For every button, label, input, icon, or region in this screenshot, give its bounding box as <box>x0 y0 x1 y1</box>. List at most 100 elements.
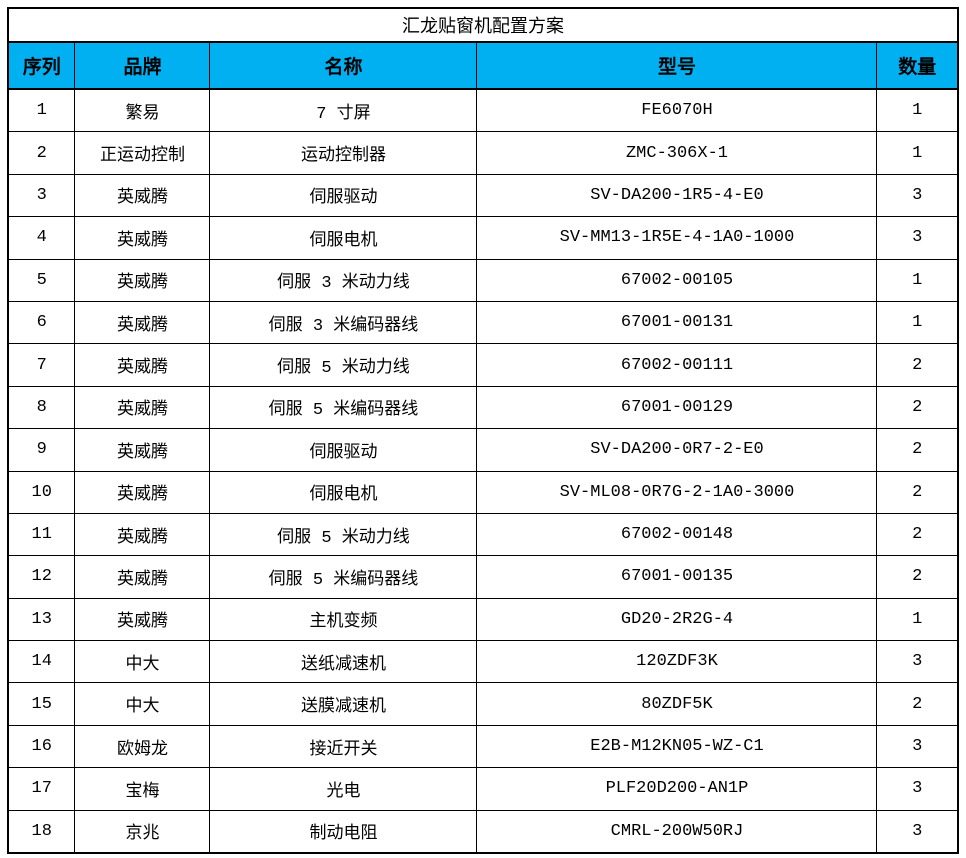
cell-qty: 2 <box>876 682 959 726</box>
cell-model: PLF20D200-AN1P <box>476 767 878 811</box>
table-row: 14 中大 送纸减速机 120ZDF3K 3 <box>7 640 959 684</box>
table-row: 18 京兆 制动电阻 CMRL-200W50RJ 3 <box>7 809 959 854</box>
cell-model: ZMC-306X-1 <box>476 131 878 175</box>
cell-model: 120ZDF3K <box>476 640 878 684</box>
cell-qty: 1 <box>876 300 959 345</box>
cell-qty: 3 <box>876 767 959 811</box>
cell-qty: 3 <box>876 173 959 218</box>
cell-qty: 2 <box>876 512 959 557</box>
cell-qty: 2 <box>876 555 959 599</box>
cell-seq: 1 <box>7 88 76 133</box>
cell-seq: 17 <box>7 767 76 811</box>
cell-seq: 2 <box>7 131 76 175</box>
cell-seq: 6 <box>7 300 76 345</box>
cell-brand: 英威腾 <box>74 300 211 345</box>
cell-model: E2B-M12KN05-WZ-C1 <box>476 724 878 769</box>
table-row: 7 英威腾 伺服 5 米动力线 67002-00111 2 <box>7 343 959 387</box>
cell-brand: 中大 <box>74 682 211 726</box>
cell-model: SV-ML08-0R7G-2-1A0-3000 <box>476 470 878 514</box>
cell-model: CMRL-200W50RJ <box>476 809 878 854</box>
cell-brand: 英威腾 <box>74 385 211 430</box>
cell-qty: 3 <box>876 724 959 769</box>
cell-model: 67002-00105 <box>476 258 878 302</box>
cell-model: 67001-00129 <box>476 385 878 430</box>
cell-qty: 1 <box>876 597 959 642</box>
cell-name: 接近开关 <box>209 724 478 769</box>
cell-seq: 9 <box>7 428 76 472</box>
table-row: 8 英威腾 伺服 5 米编码器线 67001-00129 2 <box>7 385 959 430</box>
cell-name: 送膜减速机 <box>209 682 478 726</box>
cell-model: GD20-2R2G-4 <box>476 597 878 642</box>
table-row: 11 英威腾 伺服 5 米动力线 67002-00148 2 <box>7 512 959 557</box>
cell-qty: 2 <box>876 470 959 514</box>
cell-seq: 12 <box>7 555 76 599</box>
table-title-row: 汇龙贴窗机配置方案 <box>7 7 959 43</box>
cell-model: 67002-00111 <box>476 343 878 387</box>
table-header-row: 序列 品牌 名称 型号 数量 <box>7 41 959 90</box>
cell-seq: 14 <box>7 640 76 684</box>
cell-qty: 2 <box>876 385 959 430</box>
table-row: 17 宝梅 光电 PLF20D200-AN1P 3 <box>7 767 959 811</box>
cell-seq: 10 <box>7 470 76 514</box>
column-header-model: 型号 <box>476 41 878 90</box>
config-table: 汇龙贴窗机配置方案 序列 品牌 名称 型号 数量 1 繁易 7 寸屏 FE6070H 1… <box>6 7 960 855</box>
cell-model: 67001-00135 <box>476 555 878 599</box>
cell-brand: 英威腾 <box>74 428 211 472</box>
column-header-qty: 数量 <box>876 41 959 90</box>
cell-brand: 宝梅 <box>74 767 211 811</box>
cell-name: 伺服 5 米动力线 <box>209 343 478 387</box>
cell-model: 67001-00131 <box>476 300 878 345</box>
cell-name: 伺服 5 米编码器线 <box>209 555 478 599</box>
cell-brand: 英威腾 <box>74 555 211 599</box>
table-row: 12 英威腾 伺服 5 米编码器线 67001-00135 2 <box>7 555 959 599</box>
column-header-seq: 序列 <box>7 41 76 90</box>
cell-qty: 1 <box>876 258 959 302</box>
cell-brand: 正运动控制 <box>74 131 211 175</box>
cell-seq: 5 <box>7 258 76 302</box>
page-title: 汇龙贴窗机配置方案 <box>7 7 959 43</box>
cell-name: 7 寸屏 <box>209 88 478 133</box>
table-row: 13 英威腾 主机变频 GD20-2R2G-4 1 <box>7 597 959 642</box>
cell-seq: 13 <box>7 597 76 642</box>
cell-qty: 2 <box>876 428 959 472</box>
cell-brand: 繁易 <box>74 88 211 133</box>
cell-brand: 欧姆龙 <box>74 724 211 769</box>
cell-brand: 英威腾 <box>74 343 211 387</box>
table-row: 6 英威腾 伺服 3 米编码器线 67001-00131 1 <box>7 300 959 345</box>
cell-seq: 15 <box>7 682 76 726</box>
table-row: 16 欧姆龙 接近开关 E2B-M12KN05-WZ-C1 3 <box>7 724 959 769</box>
cell-name: 伺服 3 米编码器线 <box>209 300 478 345</box>
cell-name: 制动电阻 <box>209 809 478 854</box>
cell-brand: 英威腾 <box>74 597 211 642</box>
cell-model: 67002-00148 <box>476 512 878 557</box>
cell-seq: 18 <box>7 809 76 854</box>
cell-name: 伺服驱动 <box>209 173 478 218</box>
cell-brand: 英威腾 <box>74 258 211 302</box>
table-row: 4 英威腾 伺服电机 SV-MM13-1R5E-4-1A0-1000 3 <box>7 216 959 260</box>
cell-name: 送纸减速机 <box>209 640 478 684</box>
cell-seq: 3 <box>7 173 76 218</box>
cell-brand: 中大 <box>74 640 211 684</box>
column-header-brand: 品牌 <box>74 41 211 90</box>
cell-seq: 16 <box>7 724 76 769</box>
cell-name: 伺服电机 <box>209 470 478 514</box>
cell-name: 伺服电机 <box>209 216 478 260</box>
table-row: 1 繁易 7 寸屏 FE6070H 1 <box>7 88 959 133</box>
cell-name: 主机变频 <box>209 597 478 642</box>
table-row: 3 英威腾 伺服驱动 SV-DA200-1R5-4-E0 3 <box>7 173 959 218</box>
cell-name: 伺服 5 米编码器线 <box>209 385 478 430</box>
cell-brand: 英威腾 <box>74 173 211 218</box>
table-row: 15 中大 送膜减速机 80ZDF5K 2 <box>7 682 959 726</box>
cell-seq: 11 <box>7 512 76 557</box>
cell-model: FE6070H <box>476 88 878 133</box>
cell-qty: 1 <box>876 88 959 133</box>
cell-brand: 英威腾 <box>74 470 211 514</box>
cell-model: SV-MM13-1R5E-4-1A0-1000 <box>476 216 878 260</box>
cell-seq: 4 <box>7 216 76 260</box>
cell-model: SV-DA200-0R7-2-E0 <box>476 428 878 472</box>
cell-model: 80ZDF5K <box>476 682 878 726</box>
cell-qty: 3 <box>876 809 959 854</box>
cell-brand: 英威腾 <box>74 512 211 557</box>
table-row: 10 英威腾 伺服电机 SV-ML08-0R7G-2-1A0-3000 2 <box>7 470 959 514</box>
